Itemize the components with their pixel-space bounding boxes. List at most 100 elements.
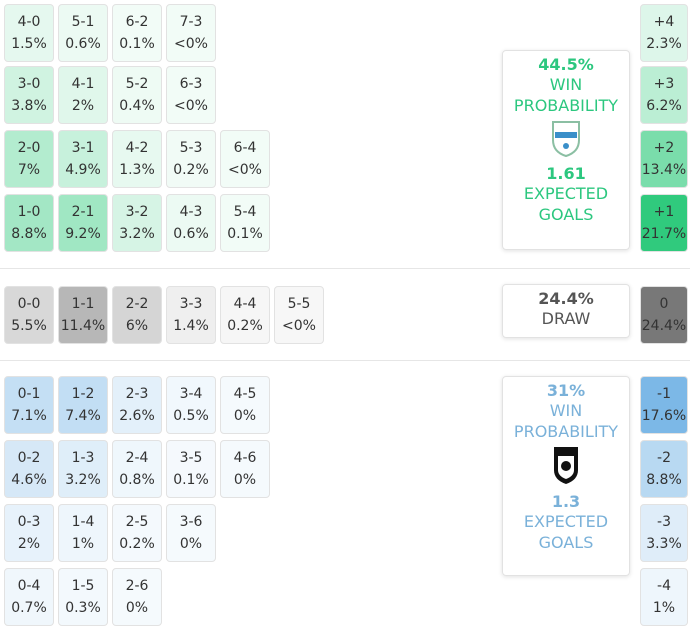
draw-cell: 0 24.4% — [640, 286, 688, 344]
probability: 3.8% — [11, 98, 47, 114]
probability: 3.3% — [646, 536, 682, 552]
probability: 8.8% — [11, 226, 47, 242]
home-cell: 4-1 2% — [58, 66, 108, 124]
score: 2-4 — [125, 450, 149, 466]
score: 2-6 — [125, 578, 149, 594]
probability: 9.2% — [65, 226, 101, 242]
probability: 1.4% — [173, 318, 209, 334]
home-cell: 2-0 7% — [4, 130, 54, 188]
score: 0-0 — [17, 296, 41, 312]
away-cell: 1-5 0.3% — [58, 568, 108, 626]
probability: 6.2% — [646, 98, 682, 114]
score: 4-1 — [71, 76, 95, 92]
home-cell: 4-3 0.6% — [166, 194, 216, 252]
home-cell: 7-3 <0% — [166, 4, 216, 62]
away-cell: 4-5 0% — [220, 376, 270, 434]
away-cell: 2-4 0.8% — [112, 440, 162, 498]
score: 4-6 — [233, 450, 257, 466]
draw-probability: 24.4% — [538, 289, 594, 308]
away-cell: 2-3 2.6% — [112, 376, 162, 434]
probability: 2% — [17, 536, 41, 552]
score: 0-1 — [17, 386, 41, 402]
home-logo — [552, 121, 580, 158]
score: -3 — [657, 514, 671, 530]
score: 2-2 — [125, 296, 149, 312]
probability: 11.4% — [60, 318, 106, 334]
draw-cell: 5-5 <0% — [274, 286, 324, 344]
draw-cell: 3-3 1.4% — [166, 286, 216, 344]
home-cell: 6-3 <0% — [166, 66, 216, 124]
score: 4-5 — [233, 386, 257, 402]
away-cell: 1-4 1% — [58, 504, 108, 562]
home-cell: +2 13.4% — [640, 130, 688, 188]
probability: 0.6% — [173, 226, 209, 242]
away-cell: 2-5 0.2% — [112, 504, 162, 562]
score: -4 — [657, 578, 671, 594]
divider — [0, 268, 690, 269]
probability: 24.4% — [641, 318, 687, 334]
probability: 6% — [125, 318, 149, 334]
home-cell: 5-3 0.2% — [166, 130, 216, 188]
score: 1-5 — [71, 578, 95, 594]
probability: 0.6% — [65, 36, 101, 52]
score: 1-2 — [71, 386, 95, 402]
score: +1 — [653, 204, 675, 220]
score: 2-0 — [17, 140, 41, 156]
home-cell: 1-0 8.8% — [4, 194, 54, 252]
score: 3-1 — [71, 140, 95, 156]
score: 4-3 — [179, 204, 203, 220]
home-cell: 5-1 0.6% — [58, 4, 108, 62]
probability: 0.1% — [227, 226, 263, 242]
score: 3-4 — [179, 386, 203, 402]
probability: 0.2% — [119, 536, 155, 552]
home-card: 44.5% WIN PROBABILITY 1.61 EXPECTED GOAL… — [502, 50, 630, 250]
draw-label: DRAW — [541, 309, 591, 328]
home-cell: 4-0 1.5% — [4, 4, 54, 62]
score: 1-1 — [71, 296, 95, 312]
home-xg-label: EXPECTED GOALS — [523, 184, 609, 224]
score: 0-4 — [17, 578, 41, 594]
score: 2-5 — [125, 514, 149, 530]
home-cell: +4 2.3% — [640, 4, 688, 62]
away-cell: 1-2 7.4% — [58, 376, 108, 434]
score: 3-5 — [179, 450, 203, 466]
probability: 0.1% — [173, 472, 209, 488]
home-cell: 5-2 0.4% — [112, 66, 162, 124]
away-cell: 3-5 0.1% — [166, 440, 216, 498]
score: 2-1 — [71, 204, 95, 220]
score: 6-4 — [233, 140, 257, 156]
draw-card: 24.4% DRAW — [502, 284, 630, 338]
away-cell: 0-1 7.1% — [4, 376, 54, 434]
probability: 0% — [233, 408, 257, 424]
score: +3 — [653, 76, 675, 92]
away-cell: 0-4 0.7% — [4, 568, 54, 626]
score: +2 — [653, 140, 675, 156]
probability: 0.7% — [11, 600, 47, 616]
home-label: WIN PROBABILITY — [513, 75, 619, 115]
away-logo — [554, 447, 578, 484]
probability: 2.6% — [119, 408, 155, 424]
probability: 13.4% — [641, 162, 687, 178]
score: 5-2 — [125, 76, 149, 92]
score: 4-2 — [125, 140, 149, 156]
probability: 7.4% — [65, 408, 101, 424]
probability: 0.4% — [119, 98, 155, 114]
away-xg-label: EXPECTED GOALS — [523, 512, 609, 552]
score: 1-0 — [17, 204, 41, 220]
probability: <0% — [282, 318, 316, 334]
score: 5-4 — [233, 204, 257, 220]
probability: 1% — [71, 536, 95, 552]
score: -1 — [657, 386, 671, 402]
probability: 4.6% — [11, 472, 47, 488]
draw-cell: 4-4 0.2% — [220, 286, 270, 344]
home-cell: +3 6.2% — [640, 66, 688, 124]
score: 4-4 — [233, 296, 257, 312]
away-xg: 1.3 — [551, 492, 581, 511]
probability: 1% — [652, 600, 676, 616]
away-cell: -4 1% — [640, 568, 688, 626]
home-cell: +1 21.7% — [640, 194, 688, 252]
draw-cell: 2-2 6% — [112, 286, 162, 344]
draw-cell: 1-1 11.4% — [58, 286, 108, 344]
score: 5-1 — [71, 14, 95, 30]
away-cell: -2 8.8% — [640, 440, 688, 498]
